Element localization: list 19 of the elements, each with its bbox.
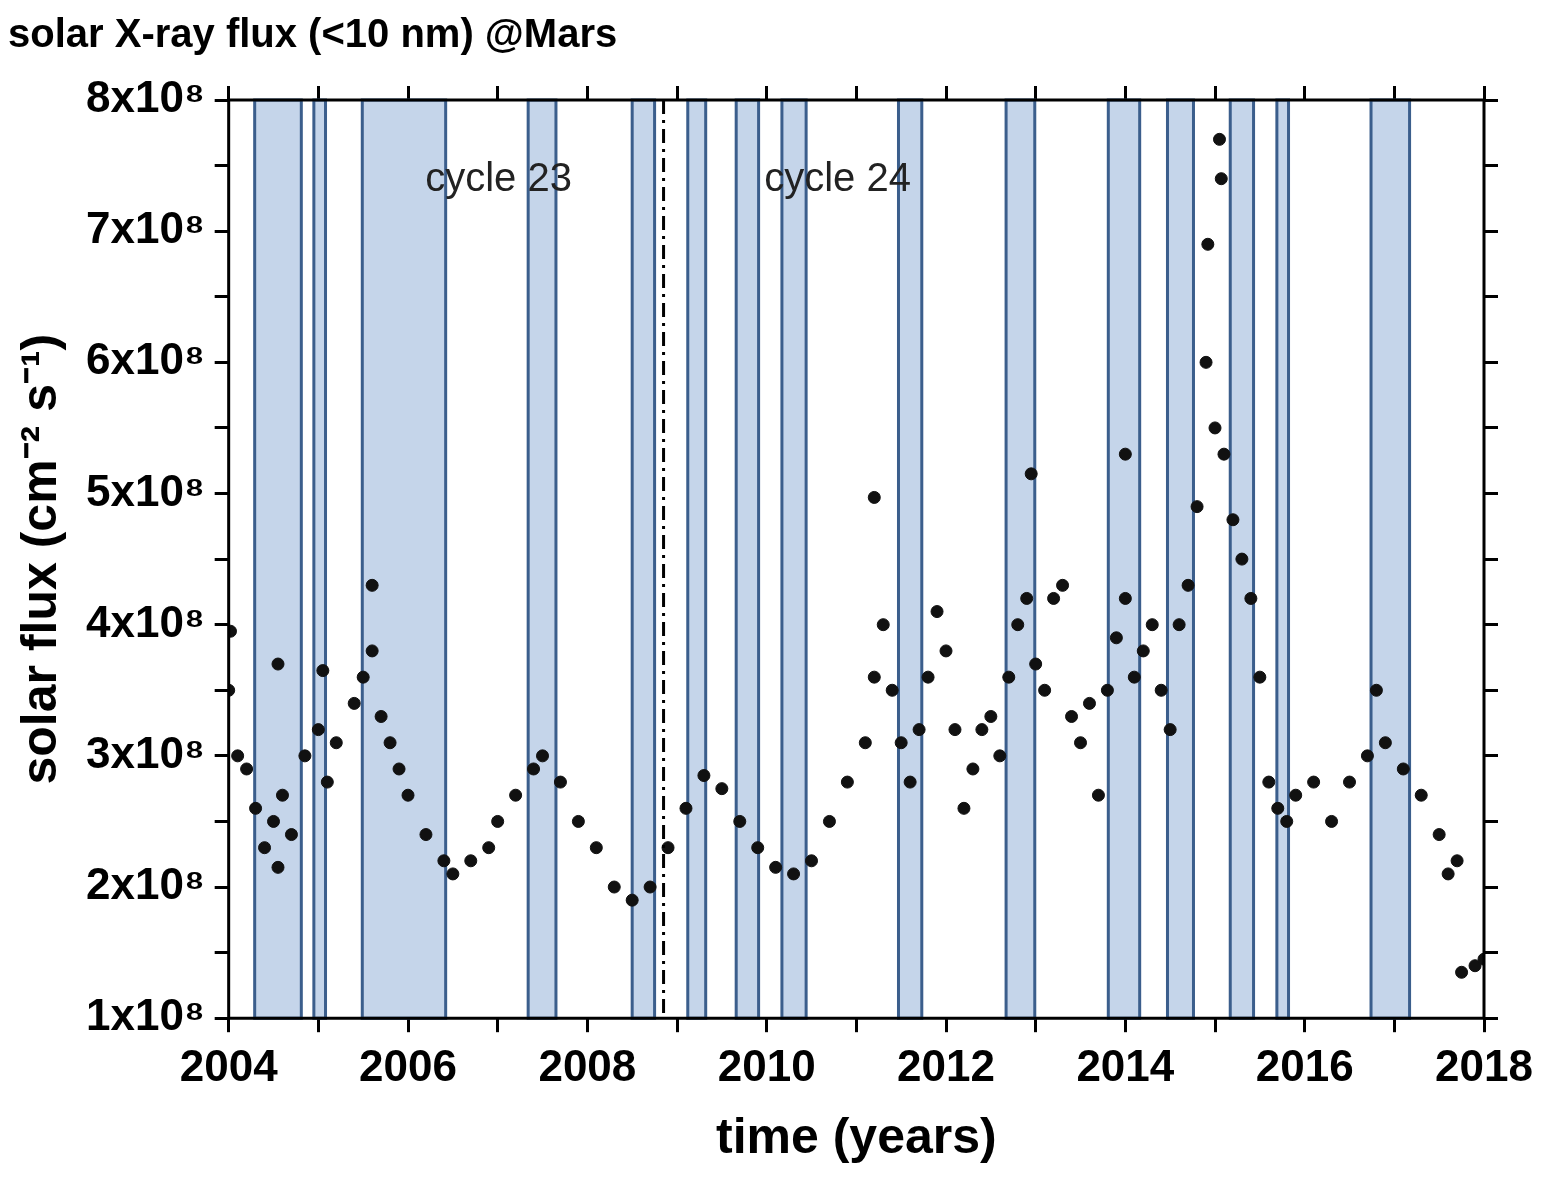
x-tick-label: 2018	[1435, 1040, 1533, 1090]
y-tick-label: 7x10⁸	[85, 203, 205, 253]
y-tick-label: 3x10⁸	[85, 728, 205, 777]
y-axis-title: solar flux (cm⁻² s⁻¹)	[10, 333, 67, 785]
y-tick-label: 4x10⁸	[85, 596, 205, 646]
y-tick-label: 8x10⁸	[85, 72, 205, 122]
y-tick-label: 5x10⁸	[85, 465, 205, 515]
x-tick-label: 2004	[179, 1040, 279, 1090]
y-tick-label: 6x10⁸	[85, 334, 205, 384]
x-axis-title: time (years)	[715, 1107, 997, 1164]
x-tick-label: 2006	[359, 1040, 457, 1090]
x-tick-label: 2012	[897, 1040, 995, 1090]
y-tick-label: 2x10⁸	[85, 859, 205, 909]
chart-title: solar X-ray flux (<10 nm) @Mars	[8, 11, 618, 56]
x-tick-label: 2008	[538, 1040, 637, 1090]
x-tick-label: 2010	[717, 1040, 816, 1090]
y-tick-label: 1x10⁸	[85, 990, 205, 1040]
x-tick-label: 2016	[1255, 1040, 1354, 1090]
x-tick-label: 2014	[1076, 1040, 1175, 1090]
